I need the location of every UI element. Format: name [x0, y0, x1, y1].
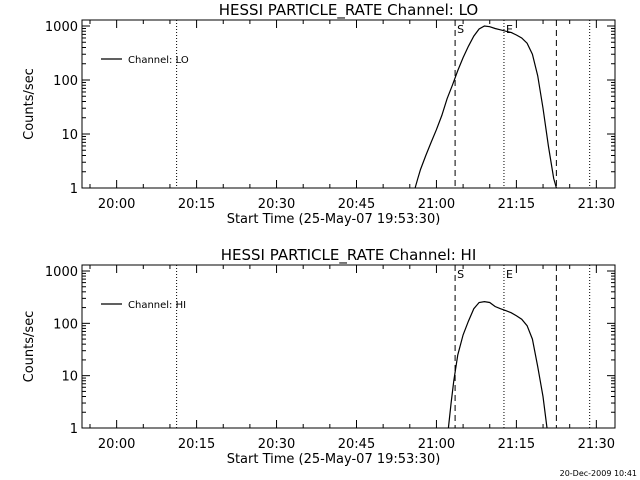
legend-label: Channel: HI: [128, 300, 186, 311]
y-tick-label: 10: [61, 370, 78, 385]
chart-title: HESSI PARTICLE_RATE Channel: LO: [219, 1, 478, 20]
plot-frame: [81, 19, 616, 189]
x-tick-label: 21:00: [418, 437, 455, 452]
x-tick-label: 20:30: [258, 197, 295, 212]
x-tick-label: 20:45: [338, 437, 375, 452]
x-axis-label: Start Time (25-May-07 19:53:30): [227, 452, 441, 467]
y-tick-label: 10: [61, 128, 78, 143]
y-tick-label: 100: [53, 74, 78, 89]
timestamp: 20-Dec-2009 10:41: [560, 469, 637, 478]
x-tick-label: 20:15: [178, 437, 215, 452]
y-tick-label: 1000: [45, 265, 78, 280]
chart-panel-1: HESSI PARTICLE_RATE Channel: LO 1 10 100 100…: [22, 1, 616, 227]
x-tick-label: 21:30: [578, 437, 615, 452]
y-tick-label: 1000: [45, 20, 78, 35]
chart-panel-2: HESSI PARTICLE_RATE Channel: HI 1 10 100 100…: [22, 246, 616, 467]
y-axis-label: Counts/sec: [22, 311, 37, 383]
y-axis-label: Counts/sec: [22, 68, 37, 140]
x-tick-label: 20:00: [98, 197, 135, 212]
y-tick-label: 100: [53, 317, 78, 332]
marker-label: E: [506, 23, 513, 36]
x-tick-label: 21:00: [418, 197, 455, 212]
y-tick-label: 1: [70, 182, 78, 197]
y-tick-label: 1: [70, 422, 78, 437]
x-tick-label: 20:30: [258, 437, 295, 452]
marker-label: S: [457, 268, 464, 281]
x-tick-label: 20:00: [98, 437, 135, 452]
x-tick-label: 21:15: [498, 197, 535, 212]
x-axis-label: Start Time (25-May-07 19:53:30): [227, 212, 441, 227]
x-tick-label: 20:15: [178, 197, 215, 212]
chart-title: HESSI PARTICLE_RATE Channel: HI: [221, 246, 477, 265]
x-tick-label: 20:45: [338, 197, 375, 212]
series-line: [447, 300, 548, 429]
legend-label: Channel: LO: [128, 55, 189, 66]
x-tick-label: 21:15: [498, 437, 535, 452]
series-line: [414, 25, 557, 189]
marker-label: S: [457, 23, 464, 36]
x-tick-label: 21:30: [578, 197, 615, 212]
plot-frame: [81, 264, 616, 429]
marker-label: E: [506, 268, 513, 281]
